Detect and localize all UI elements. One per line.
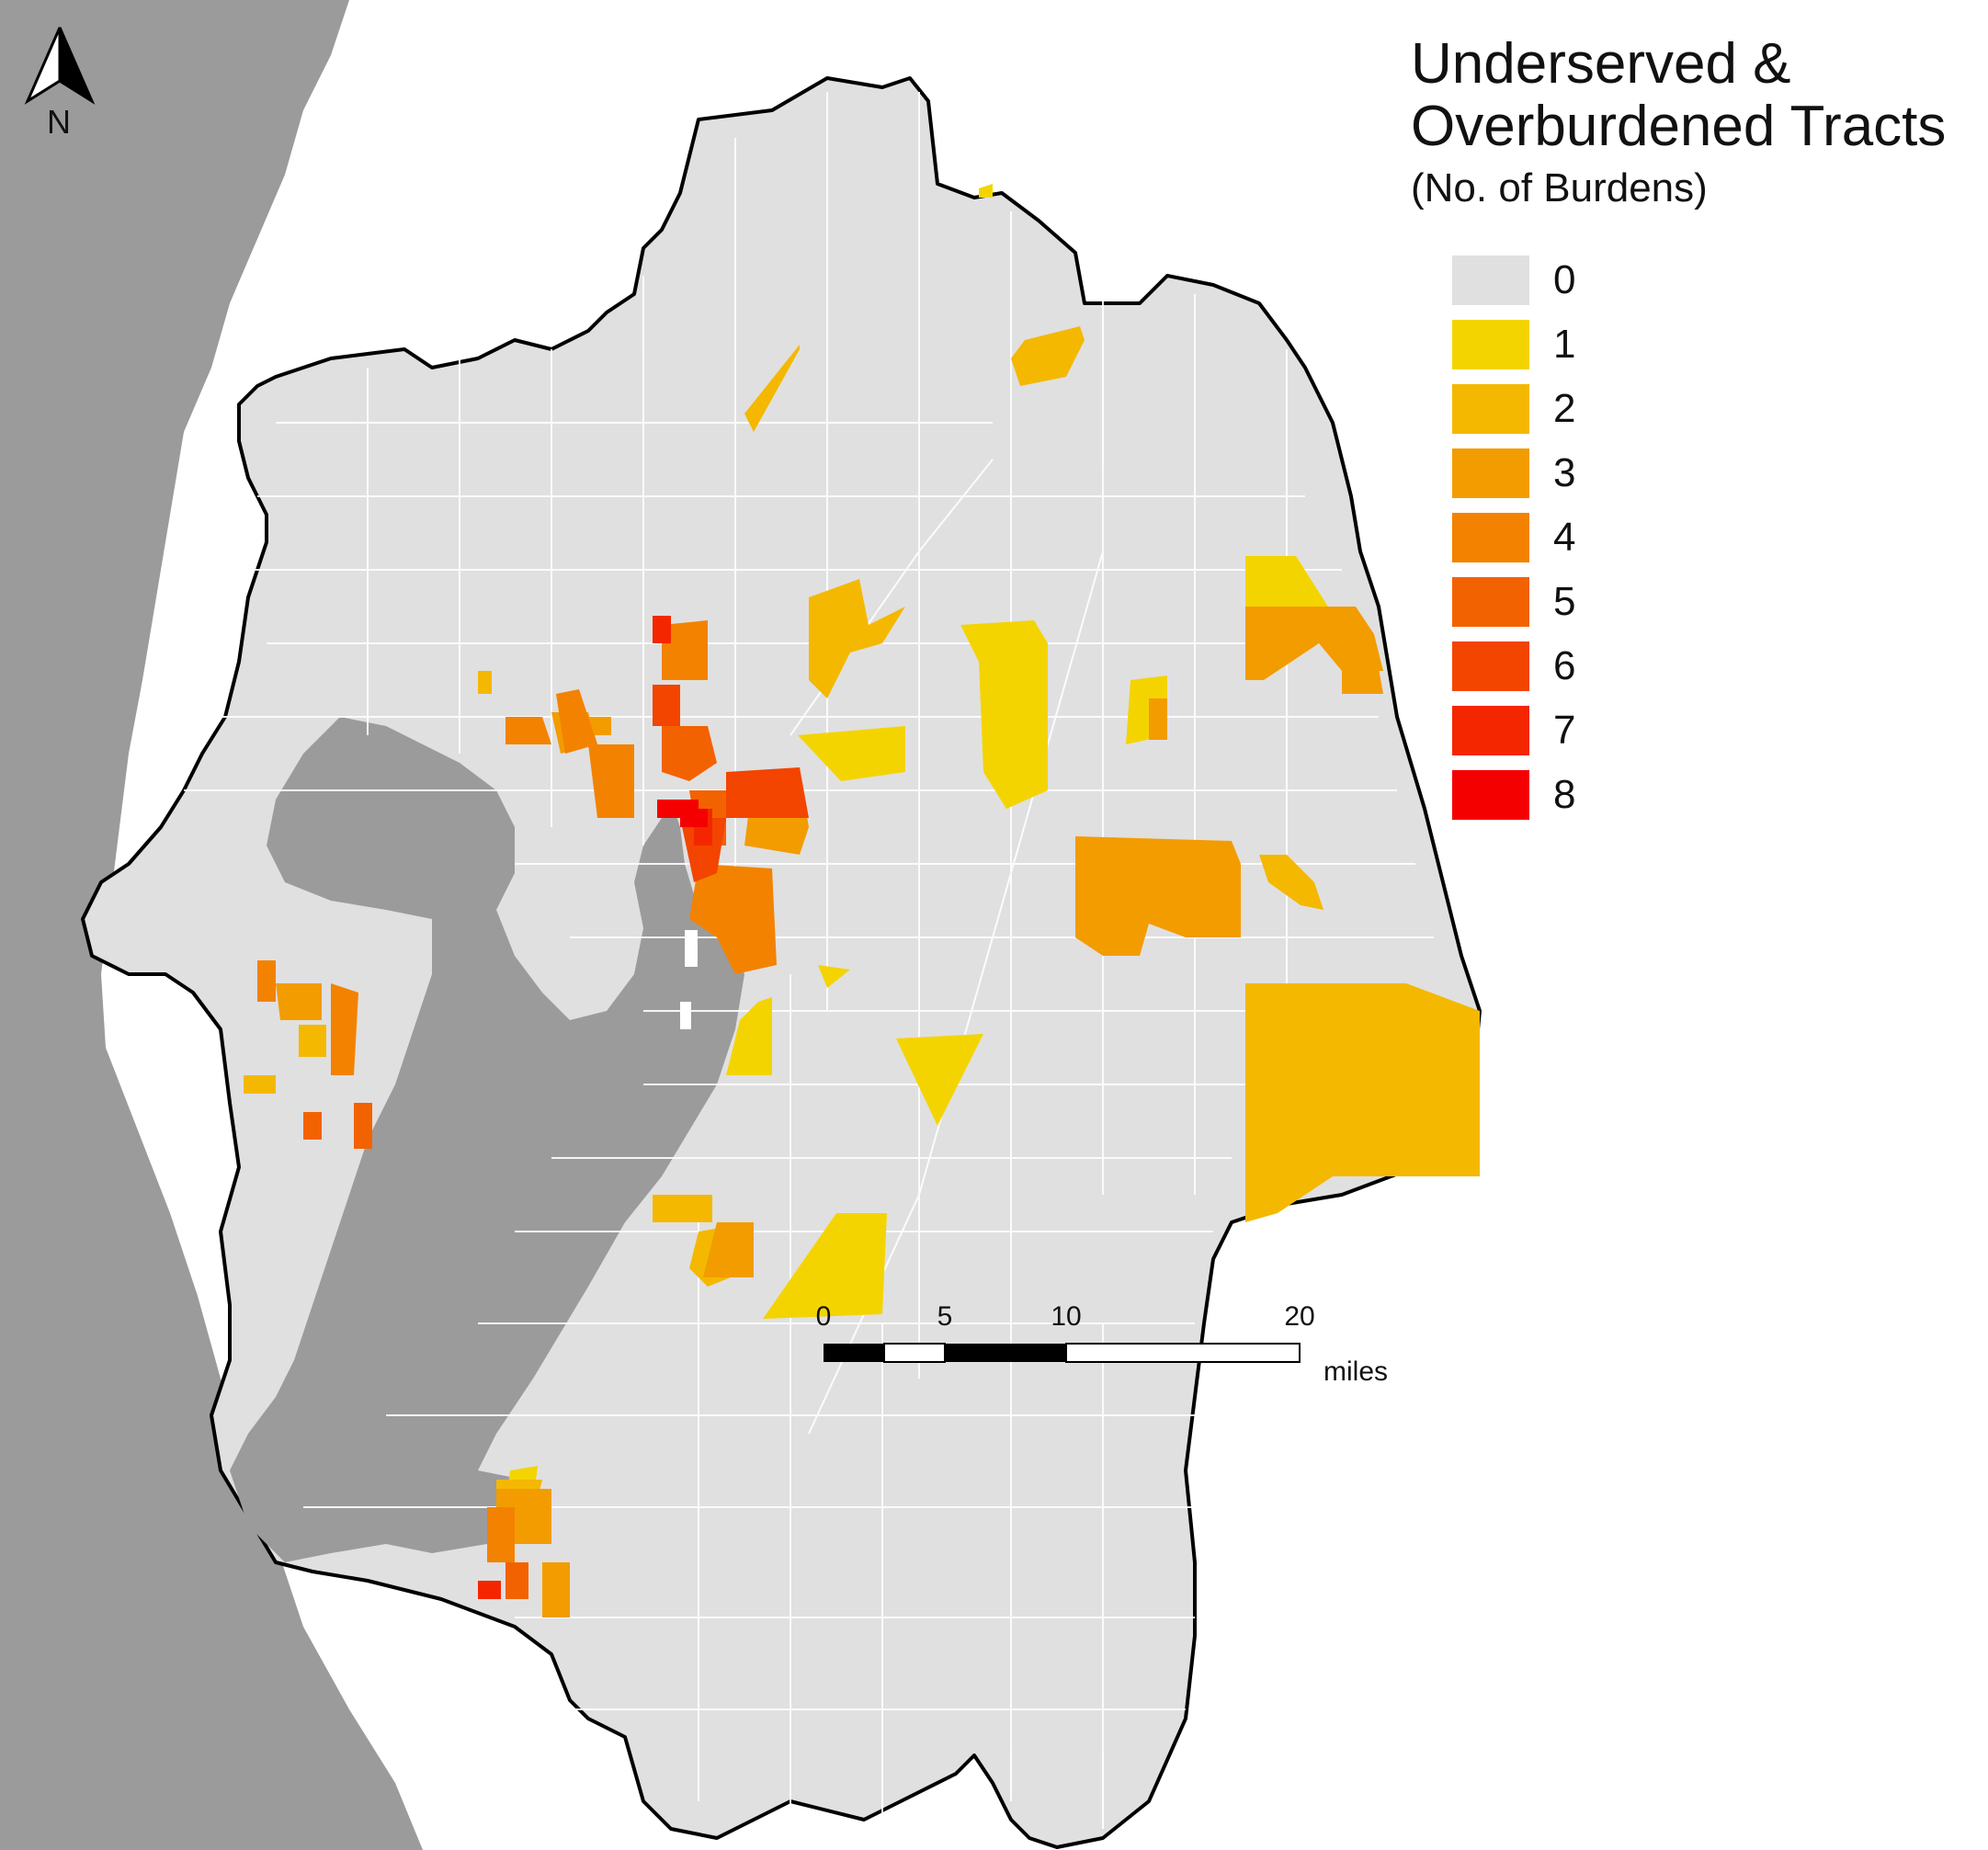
north-arrow-icon xyxy=(24,27,96,105)
legend-item: 6 xyxy=(1452,634,1575,698)
scale-tick-label: 10 xyxy=(1051,1301,1082,1332)
scale-tick-label: 5 xyxy=(937,1301,953,1332)
legend: 0 1 2 3 4 5 6 7 8 xyxy=(1452,248,1575,827)
gulf-water xyxy=(0,0,423,1850)
legend-swatch xyxy=(1452,641,1529,691)
legend-label: 2 xyxy=(1553,386,1576,431)
scale-bar xyxy=(824,1343,1301,1363)
study-region xyxy=(81,76,1482,1849)
island-2 xyxy=(680,1002,691,1029)
legend-item: 5 xyxy=(1452,570,1575,634)
north-label: N xyxy=(47,103,71,141)
legend-label: 6 xyxy=(1553,643,1576,688)
legend-swatch xyxy=(1452,384,1529,434)
legend-title-line1: Underserved & xyxy=(1411,32,1791,96)
legend-item: 2 xyxy=(1452,377,1575,441)
bay-arm-water xyxy=(643,800,735,1011)
legend-item: 8 xyxy=(1452,763,1575,827)
legend-label: 1 xyxy=(1553,322,1576,367)
legend-swatch xyxy=(1452,255,1529,305)
bay-water xyxy=(230,717,744,1562)
legend-item: 7 xyxy=(1452,698,1575,763)
legend-label: 4 xyxy=(1553,515,1576,560)
legend-swatch xyxy=(1452,770,1529,820)
scale-tick-label: 20 xyxy=(1284,1301,1315,1332)
legend-swatch xyxy=(1452,577,1529,627)
legend-title-line2: Overburdened Tracts xyxy=(1411,95,1947,158)
legend-label: 7 xyxy=(1553,708,1576,753)
legend-title: Underserved & Overburdened Tracts xyxy=(1411,33,1946,158)
legend-swatch xyxy=(1452,320,1529,369)
legend-label: 3 xyxy=(1553,450,1576,495)
legend-swatch xyxy=(1452,706,1529,755)
legend-item: 0 xyxy=(1452,248,1575,312)
legend-swatch xyxy=(1452,513,1529,562)
legend-item: 4 xyxy=(1452,505,1575,570)
burdened-tracts xyxy=(244,184,1480,1617)
legend-label: 5 xyxy=(1553,579,1576,624)
legend-item: 3 xyxy=(1452,441,1575,505)
island-1 xyxy=(685,930,698,967)
legend-label: 0 xyxy=(1553,257,1576,302)
legend-label: 8 xyxy=(1553,772,1576,817)
scale-unit-label: miles xyxy=(1323,1356,1389,1387)
legend-item: 1 xyxy=(1452,312,1575,377)
legend-swatch xyxy=(1452,448,1529,498)
scale-tick-label: 0 xyxy=(815,1301,832,1332)
legend-subtitle: (No. of Burdens) xyxy=(1411,165,1708,210)
